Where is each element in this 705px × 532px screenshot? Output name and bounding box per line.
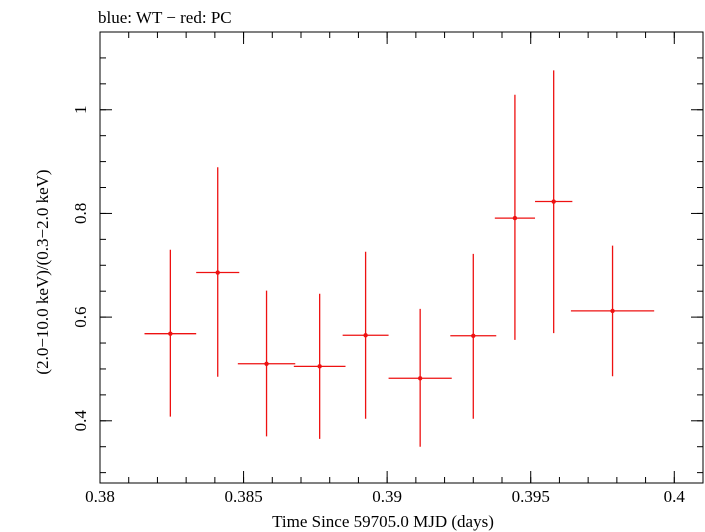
y-tick-label: 0.4 (71, 410, 90, 432)
y-axis-label: (2.0−10.0 keV)/(0.3−2.0 keV) (33, 169, 52, 374)
data-point (293, 293, 346, 439)
x-tick-labels: 0.38 0.385 0.39 0.395 0.4 (85, 487, 685, 506)
x-tick-label: 0.395 (512, 487, 550, 506)
y-tick-label: 1 (71, 106, 90, 115)
point-marker (363, 333, 368, 338)
point-marker (551, 199, 556, 204)
data-point (450, 253, 497, 419)
data-point (570, 245, 655, 377)
point-marker (417, 376, 423, 381)
chart-title: blue: WT − red: PC (98, 8, 232, 27)
point-marker (610, 308, 615, 314)
data-point (144, 249, 197, 417)
point-marker (215, 270, 220, 275)
x-tick-label: 0.38 (85, 487, 115, 506)
data-points (144, 70, 655, 447)
data-point (494, 94, 536, 340)
point-marker (264, 361, 269, 366)
data-point (196, 167, 240, 377)
y-tick-label: 0.6 (71, 306, 90, 327)
x-tick-label: 0.39 (372, 487, 402, 506)
point-marker (168, 331, 173, 336)
x-tick-label: 0.385 (224, 487, 262, 506)
plot-frame (99, 31, 704, 484)
point-marker (471, 333, 476, 338)
y-tick-label: 0.8 (71, 203, 90, 224)
point-marker (317, 364, 322, 369)
data-point (237, 290, 296, 437)
x-axis-label: Time Since 59705.0 MJD (days) (272, 512, 494, 531)
data-point (342, 251, 389, 419)
data-point (535, 70, 573, 334)
data-point (388, 308, 452, 447)
x-tick-label: 0.4 (664, 487, 686, 506)
axis-ticks (99, 32, 704, 483)
point-marker (512, 215, 518, 221)
y-tick-labels: 0.4 0.6 0.8 1 (71, 106, 90, 432)
